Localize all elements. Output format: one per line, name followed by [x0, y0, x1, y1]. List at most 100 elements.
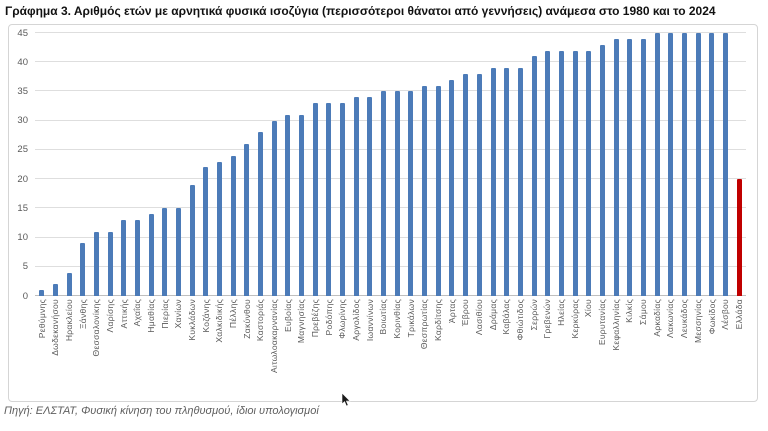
- category-column: Λευκάδος: [678, 33, 692, 400]
- bar: [53, 284, 58, 296]
- bar: [504, 68, 510, 296]
- gridline: [35, 178, 746, 180]
- x-axis-label: Ιωαννίνων: [365, 299, 375, 342]
- bar: [613, 38, 619, 296]
- bar: [80, 243, 86, 296]
- y-tick-label: 30: [17, 115, 28, 127]
- category-column: Κορινθίας: [390, 33, 404, 400]
- bar: [94, 231, 100, 296]
- x-axis-label: Χανίων: [174, 299, 183, 329]
- bar: [312, 103, 318, 296]
- gridline: [35, 119, 746, 121]
- category-column: Γρεβενών: [541, 33, 555, 400]
- y-axis-ticks: 0 5 10 15 20 25 30 35 40 45: [9, 28, 31, 302]
- bar: [148, 214, 154, 296]
- gridline: [35, 236, 746, 238]
- category-column: Ευρυτανίας: [596, 33, 610, 400]
- category-column: Βοιωτίας: [377, 33, 391, 400]
- bar: [449, 79, 455, 296]
- y-tick-label: 0: [22, 290, 28, 302]
- category-column: Φλωρίνης: [336, 33, 350, 400]
- category-column: Αττικής: [117, 33, 131, 400]
- category-column: Χανίων: [172, 33, 186, 400]
- category-column: Ηρακλείου: [62, 33, 76, 400]
- bar: [340, 103, 346, 296]
- category-column: Πέλλης: [226, 33, 240, 400]
- category-column: Άρτας: [445, 33, 459, 400]
- bar: [217, 161, 223, 296]
- bar: [422, 85, 428, 296]
- category-column: Κυκλάδων: [185, 33, 199, 400]
- category-column: Σερρών: [527, 33, 541, 400]
- category-column: Ξάνθης: [76, 33, 90, 400]
- y-tick-label: 45: [17, 27, 28, 39]
- bar: [162, 208, 168, 296]
- x-axis-label: Ροδόπης: [324, 299, 334, 336]
- x-axis-label: Κερκύρας: [570, 299, 580, 339]
- bar: [435, 85, 441, 296]
- category-column: Αργολίδος: [349, 33, 363, 400]
- x-axis-label: Λευκάδος: [680, 299, 689, 339]
- gridline: [35, 148, 746, 150]
- x-axis-label: Καρδίτσης: [434, 299, 443, 341]
- bar: [722, 33, 728, 296]
- x-axis-label: Λακωνίας: [666, 299, 675, 338]
- x-axis-label: Αργολίδος: [352, 299, 361, 341]
- bar: [271, 120, 277, 296]
- category-column: Αχαΐας: [131, 33, 145, 400]
- x-axis-label: Έβρου: [461, 299, 470, 327]
- y-tick-label: 15: [17, 202, 28, 214]
- bar: [476, 73, 482, 296]
- bar: [586, 50, 592, 296]
- x-axis-label: Ζακύνθου: [242, 299, 252, 339]
- x-axis-label: Χαλκιδικής: [215, 299, 224, 343]
- x-axis-label: Φωκίδος: [707, 299, 717, 335]
- bar: [408, 91, 414, 296]
- x-axis-label: Λέσβου: [721, 299, 730, 330]
- category-column: Σάμου: [637, 33, 651, 400]
- bar: [640, 38, 646, 296]
- x-axis-label: Δωδεκανήσου: [51, 299, 60, 356]
- bar: [176, 208, 182, 296]
- category-column: Κιλκίς: [623, 33, 637, 400]
- category-column: Θεσσαλονίκης: [90, 33, 104, 400]
- bar: [299, 114, 305, 296]
- y-tick-label: 40: [17, 56, 28, 68]
- bar: [517, 68, 523, 296]
- x-axis-label: Κυκλάδων: [187, 299, 197, 341]
- x-axis-line: [35, 295, 746, 296]
- bar: [599, 44, 605, 296]
- x-axis-label: Δράμας: [488, 299, 498, 331]
- x-axis-label: Ευρυτανίας: [598, 299, 607, 346]
- x-axis-label: Πιερίας: [160, 299, 170, 329]
- x-axis-label: Ημαθίας: [146, 299, 156, 333]
- x-axis-label: Θεσσαλονίκης: [92, 299, 101, 357]
- bar: [66, 272, 72, 296]
- gridline: [35, 265, 746, 267]
- bar: [558, 50, 564, 296]
- mouse-cursor-icon: [341, 393, 351, 407]
- bar: [668, 33, 674, 296]
- bar: [381, 91, 387, 296]
- plot-area: [35, 32, 746, 296]
- x-axis-label: Μεσσηνίας: [693, 299, 703, 343]
- category-column: Ζακύνθου: [240, 33, 254, 400]
- x-axis-label: Καστοριάς: [256, 299, 265, 342]
- x-axis-label: Αρκαδίας: [652, 299, 662, 337]
- category-column: Ημαθίας: [144, 33, 158, 400]
- plot-columns: Ρεθύμνης Δωδεκανήσου Ηρακλείου Ξάνθης Θεσσαλ…: [35, 33, 746, 400]
- y-tick-label: 35: [17, 85, 28, 97]
- y-tick-label: 20: [17, 173, 28, 185]
- x-axis-label: Σερρών: [529, 299, 539, 331]
- category-column: Μαγνησίας: [295, 33, 309, 400]
- x-axis-label: Ηρακλείου: [64, 299, 74, 342]
- x-axis-label: Άρτας: [447, 299, 457, 324]
- bar: [230, 155, 236, 296]
- category-column: Καρδίτσης: [431, 33, 445, 400]
- gridline: [35, 61, 746, 63]
- category-column: Αιτωλοακαρνανίας: [267, 33, 281, 400]
- gridline: [35, 32, 746, 33]
- bar: [285, 114, 291, 296]
- category-column: Ελλάδα: [732, 33, 746, 400]
